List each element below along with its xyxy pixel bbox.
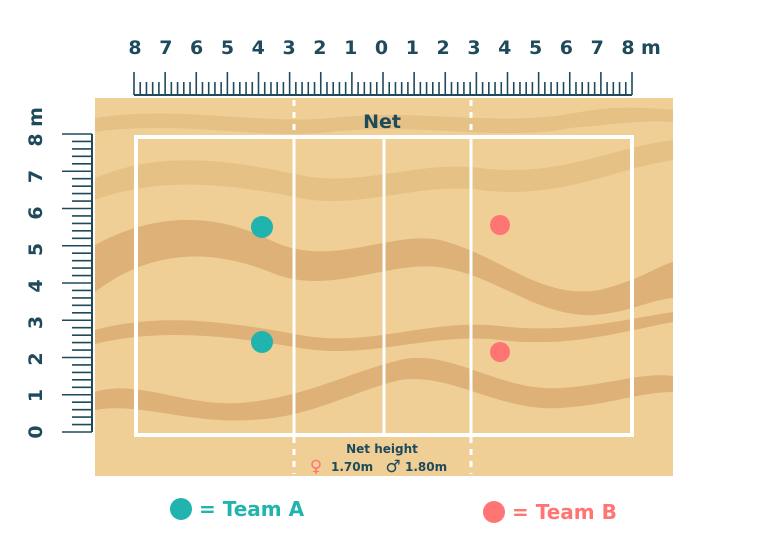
left-ruler-label: 1 xyxy=(25,389,47,402)
legend-team-a-marker xyxy=(170,498,192,520)
net-title: Net xyxy=(363,111,401,133)
top-ruler-label: 7 xyxy=(159,37,172,59)
players xyxy=(251,215,510,362)
top-ruler-label: 3 xyxy=(467,37,480,59)
top-ruler-unit: m xyxy=(641,37,661,59)
sand-dune-band xyxy=(95,107,673,134)
top-ruler-label: 3 xyxy=(282,37,295,59)
team-a-player-1 xyxy=(251,216,273,238)
top-ruler-label: 4 xyxy=(252,37,265,59)
left-ruler-label: 6 xyxy=(25,206,47,219)
top-ruler-ticks xyxy=(133,72,633,95)
top-ruler-label: 8 xyxy=(621,37,634,59)
top-ruler-label: 0 xyxy=(375,37,388,59)
sand-dune-band xyxy=(95,312,673,352)
left-ruler-label: 3 xyxy=(25,316,47,329)
court-lines xyxy=(134,100,634,474)
left-ruler: 0 1 2 3 4 5 6 7 8 m xyxy=(25,107,93,439)
left-ruler-label: 4 xyxy=(25,279,47,292)
left-ruler-unit: m xyxy=(25,107,47,127)
female-net-height: 1.70m xyxy=(331,460,373,474)
left-ruler-label: 8 xyxy=(25,133,47,146)
net-height-label: Net height xyxy=(346,442,418,456)
top-ruler-label: 6 xyxy=(190,37,203,59)
male-icon: ♂ xyxy=(385,457,400,477)
top-ruler-label: 2 xyxy=(437,37,450,59)
sand-dune-band xyxy=(95,357,673,421)
team-b-player-2 xyxy=(490,342,510,362)
left-ruler-labels: 0 1 2 3 4 5 6 7 8 xyxy=(25,133,47,438)
left-ruler-ticks xyxy=(62,133,92,433)
net-height-info: Net height ♀ 1.70m ♂ 1.80m xyxy=(310,442,447,477)
top-ruler-label: 1 xyxy=(406,37,419,59)
left-ruler-label: 7 xyxy=(25,170,47,183)
left-ruler-label: 2 xyxy=(25,352,47,365)
legend-team-b-marker xyxy=(483,501,505,523)
left-ruler-label: 5 xyxy=(25,243,47,256)
top-ruler-label: 5 xyxy=(221,37,234,59)
female-icon: ♀ xyxy=(310,457,322,477)
team-a-player-2 xyxy=(251,331,273,353)
male-net-height: 1.80m xyxy=(405,460,447,474)
legend-team-b-label: = Team B xyxy=(512,500,617,524)
top-ruler-label: 5 xyxy=(529,37,542,59)
left-ruler-label: 0 xyxy=(25,425,47,438)
team-b-player-1 xyxy=(490,215,510,235)
sand-dune-band xyxy=(95,140,673,202)
top-ruler-label: 2 xyxy=(313,37,326,59)
top-ruler-label: 1 xyxy=(344,37,357,59)
top-ruler-label: 8 xyxy=(128,37,141,59)
legend-team-a-label: = Team A xyxy=(199,497,305,521)
top-ruler-label: 4 xyxy=(498,37,511,59)
top-ruler-label: 6 xyxy=(560,37,573,59)
top-ruler-label: 7 xyxy=(591,37,604,59)
legend: = Team A = Team B xyxy=(170,497,617,524)
